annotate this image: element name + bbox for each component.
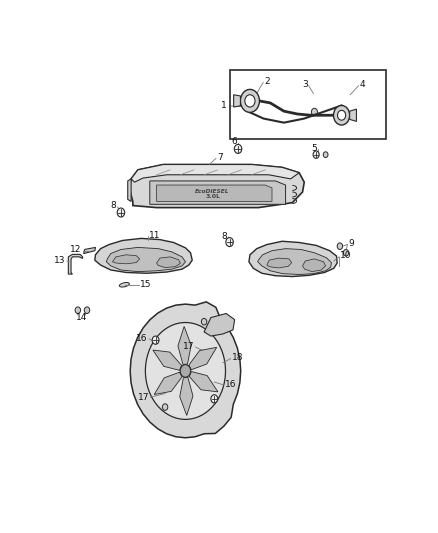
- Text: 16: 16: [136, 334, 148, 343]
- Text: 8: 8: [111, 201, 117, 211]
- Circle shape: [75, 307, 81, 313]
- Circle shape: [240, 90, 259, 112]
- Ellipse shape: [119, 282, 129, 287]
- Polygon shape: [131, 165, 299, 182]
- Text: 10: 10: [340, 251, 352, 260]
- Circle shape: [201, 318, 207, 325]
- Polygon shape: [130, 302, 241, 438]
- Polygon shape: [130, 165, 304, 207]
- Circle shape: [323, 152, 328, 158]
- Polygon shape: [303, 259, 325, 272]
- Circle shape: [311, 108, 318, 116]
- Text: 11: 11: [149, 231, 161, 240]
- Text: 18: 18: [232, 353, 244, 362]
- Circle shape: [338, 110, 346, 120]
- Text: 12: 12: [70, 245, 81, 254]
- Text: 14: 14: [76, 313, 87, 322]
- Polygon shape: [153, 350, 182, 370]
- Circle shape: [333, 106, 350, 125]
- Circle shape: [226, 238, 233, 247]
- Polygon shape: [150, 181, 286, 204]
- Text: 16: 16: [224, 381, 236, 390]
- Polygon shape: [106, 247, 185, 272]
- Text: 17: 17: [183, 342, 194, 351]
- Bar: [230, 70, 386, 139]
- Circle shape: [152, 336, 159, 344]
- Text: 3: 3: [302, 80, 307, 89]
- Circle shape: [313, 151, 319, 158]
- Polygon shape: [350, 109, 357, 122]
- Polygon shape: [84, 247, 95, 254]
- Polygon shape: [258, 248, 332, 274]
- Polygon shape: [68, 254, 83, 274]
- Circle shape: [211, 395, 218, 403]
- Text: 3.0L: 3.0L: [205, 194, 220, 199]
- Circle shape: [117, 208, 125, 217]
- Circle shape: [234, 144, 242, 154]
- Polygon shape: [189, 372, 218, 392]
- Text: EcoDIESEL: EcoDIESEL: [195, 189, 230, 193]
- Polygon shape: [180, 377, 193, 416]
- Polygon shape: [128, 179, 131, 201]
- Circle shape: [162, 404, 168, 410]
- Text: 17: 17: [138, 393, 149, 402]
- Polygon shape: [113, 255, 140, 264]
- Circle shape: [84, 307, 90, 313]
- Polygon shape: [156, 257, 180, 268]
- Circle shape: [180, 365, 191, 377]
- Polygon shape: [189, 348, 217, 370]
- Text: 4: 4: [360, 80, 365, 90]
- Text: 8: 8: [222, 232, 227, 241]
- Circle shape: [145, 322, 226, 419]
- Polygon shape: [204, 313, 235, 336]
- Text: 2: 2: [265, 77, 270, 86]
- Text: 7: 7: [217, 153, 223, 162]
- Polygon shape: [95, 238, 192, 273]
- Circle shape: [245, 95, 255, 107]
- Polygon shape: [156, 185, 272, 201]
- Polygon shape: [178, 326, 191, 365]
- Polygon shape: [249, 241, 337, 277]
- Text: 15: 15: [140, 280, 151, 289]
- Polygon shape: [154, 372, 182, 394]
- Circle shape: [337, 243, 343, 249]
- Text: 13: 13: [54, 256, 66, 265]
- Polygon shape: [267, 258, 292, 268]
- Polygon shape: [233, 95, 240, 107]
- Text: 9: 9: [348, 239, 354, 248]
- Circle shape: [343, 249, 349, 256]
- Text: 6: 6: [231, 136, 237, 146]
- Text: 1: 1: [222, 101, 227, 110]
- Text: 5: 5: [311, 143, 317, 152]
